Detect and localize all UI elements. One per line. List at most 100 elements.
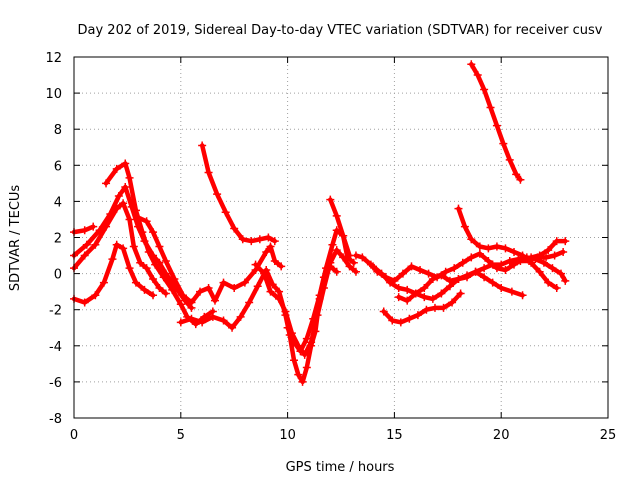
data-point [196,287,205,296]
data-point [475,249,484,258]
data-point [351,267,360,276]
data-point [221,208,230,217]
data-point [463,273,472,282]
data-point [499,139,508,148]
data-point [486,103,495,112]
data-point [542,253,551,262]
data-point [228,323,237,332]
y-tick-label: 0 [54,268,62,283]
data-point [467,235,476,244]
data-point [557,269,566,278]
y-tick-label: -4 [49,340,62,355]
data-point [245,298,254,307]
data-point [198,318,207,327]
markers-arc-18 [507,247,568,267]
data-point [80,226,89,235]
data-point [149,228,158,237]
data-point [140,285,149,294]
markers-arc-4 [102,159,217,329]
markers-arc-17 [467,60,525,184]
data-point [454,275,463,284]
data-point [413,311,422,320]
data-point [448,298,457,307]
y-tick-label: -2 [49,304,62,319]
data-point [266,242,275,251]
data-point [134,213,143,222]
data-point [102,179,111,188]
data-point [176,300,185,309]
data-point [518,251,527,260]
data-point [548,264,557,273]
data-point [112,240,121,249]
data-point [240,278,249,287]
data-point [283,323,292,332]
data-point [539,258,548,267]
data-point [405,314,414,323]
data-point [281,307,290,316]
data-point [161,256,170,265]
data-point [332,267,341,276]
data-point [437,271,446,280]
data-point [275,287,284,296]
data-point [533,253,542,262]
data-point [386,278,395,287]
data-point [497,284,506,293]
data-point [467,60,476,69]
data-point [238,235,247,244]
data-series [70,60,570,386]
data-point [343,253,352,262]
data-point [480,264,489,273]
data-point [535,267,544,276]
data-point [326,195,335,204]
x-axis-label: GPS time / hours [286,460,395,475]
x-tick-label: 20 [493,428,510,443]
data-point [345,262,354,271]
data-point [552,284,561,293]
markers-arc-8 [198,141,279,246]
data-point [524,256,533,265]
data-point [322,264,331,273]
data-point [131,206,140,215]
y-tick-label: 2 [54,232,62,247]
y-tick-label: -6 [49,376,62,391]
data-point [151,260,160,269]
data-point [187,314,196,323]
data-point [456,289,465,298]
data-point [294,370,303,379]
data-point [480,273,489,282]
data-point [138,228,147,237]
series-arc-8 [199,143,278,244]
y-tick-label: 4 [54,195,62,210]
data-point [339,231,348,240]
data-point [328,240,337,249]
data-point [136,258,145,267]
data-point [149,275,158,284]
data-point [450,264,459,273]
data-point [255,235,264,244]
data-point [208,312,217,321]
data-point [155,242,164,251]
y-tick-label: 12 [45,51,62,66]
data-point [458,258,467,267]
y-tick-label: 6 [54,159,62,174]
data-point [420,293,429,302]
data-point [80,298,89,307]
data-point [430,303,439,312]
data-point [89,222,98,231]
data-point [108,255,117,264]
data-point [467,253,476,262]
data-point [302,363,311,372]
data-point [505,155,514,164]
data-point [266,287,275,296]
data-point [251,260,260,269]
data-point [144,247,153,256]
data-point [437,289,446,298]
data-point [454,204,463,213]
data-point [219,316,228,325]
data-point [131,278,140,287]
data-point [501,265,510,274]
data-point [168,285,177,294]
x-tick-label: 25 [600,428,617,443]
data-point [187,298,196,307]
data-point [512,170,521,179]
